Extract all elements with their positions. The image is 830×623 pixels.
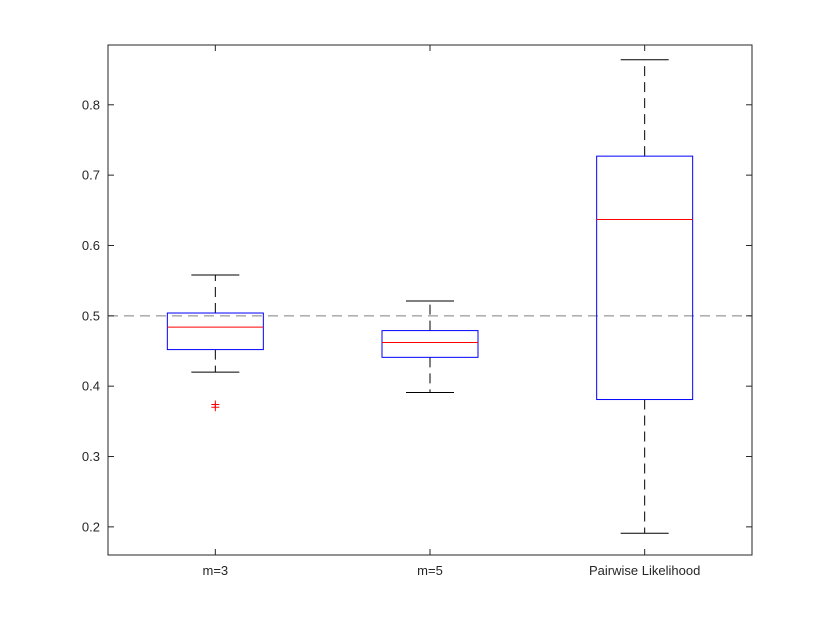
y-tick-label: 0.5: [82, 308, 100, 323]
x-tick-label: m=5: [417, 563, 443, 578]
y-tick-label: 0.4: [82, 379, 100, 394]
box-iqr: [166, 312, 264, 351]
box-group: [381, 300, 479, 394]
plot-background: [108, 45, 752, 555]
y-tick-label: 0.6: [82, 238, 100, 253]
outlier-marker: [211, 400, 220, 409]
axes-layer: 0.2 0.3 0.4 0.5 0.6 0.7 0.8 m=3 m=5 Pairwise Like…: [82, 44, 753, 578]
y-tick-label: 0.7: [82, 168, 100, 183]
boxes-layer: [166, 59, 694, 534]
box-iqr: [596, 155, 694, 401]
y-tick-label: 0.8: [82, 97, 100, 112]
plot-area: [108, 45, 752, 555]
y-tick-label: 0.2: [82, 519, 100, 534]
y-tick-label: 0.3: [82, 449, 100, 464]
box-group: [166, 274, 264, 412]
box-iqr: [381, 330, 479, 358]
x-tick-label: Pairwise Likelihood: [589, 563, 700, 578]
x-tick-label: m=3: [203, 563, 229, 578]
box-group: [596, 59, 694, 534]
